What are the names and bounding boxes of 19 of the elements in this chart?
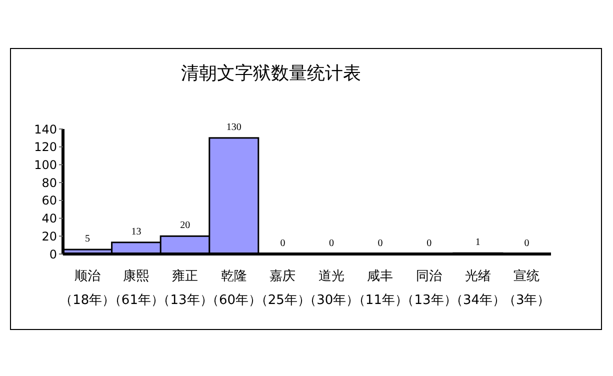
chart-title: 清朝文字狱数量统计表: [180, 62, 362, 85]
y-tick-label: 60: [42, 194, 57, 208]
data-label: 1: [475, 237, 480, 248]
data-label: 0: [280, 238, 286, 249]
y-tick-label: 120: [34, 140, 57, 154]
y-tick-label: 20: [42, 229, 57, 244]
y-tick-label: 0: [49, 247, 57, 262]
data-label: 0: [426, 238, 432, 249]
data-label: 20: [180, 220, 190, 232]
data-label: 0: [378, 238, 383, 249]
data-label: 130: [226, 122, 242, 133]
y-tick-label: 80: [42, 176, 57, 190]
data-label: 0: [524, 238, 530, 249]
data-label: 0: [329, 238, 334, 249]
y-tick-label: 140: [34, 122, 57, 136]
data-label: 5: [85, 234, 90, 245]
y-tick-label: 100: [34, 158, 57, 172]
y-tick-label: 40: [42, 212, 57, 226]
data-label: 13: [131, 226, 142, 238]
